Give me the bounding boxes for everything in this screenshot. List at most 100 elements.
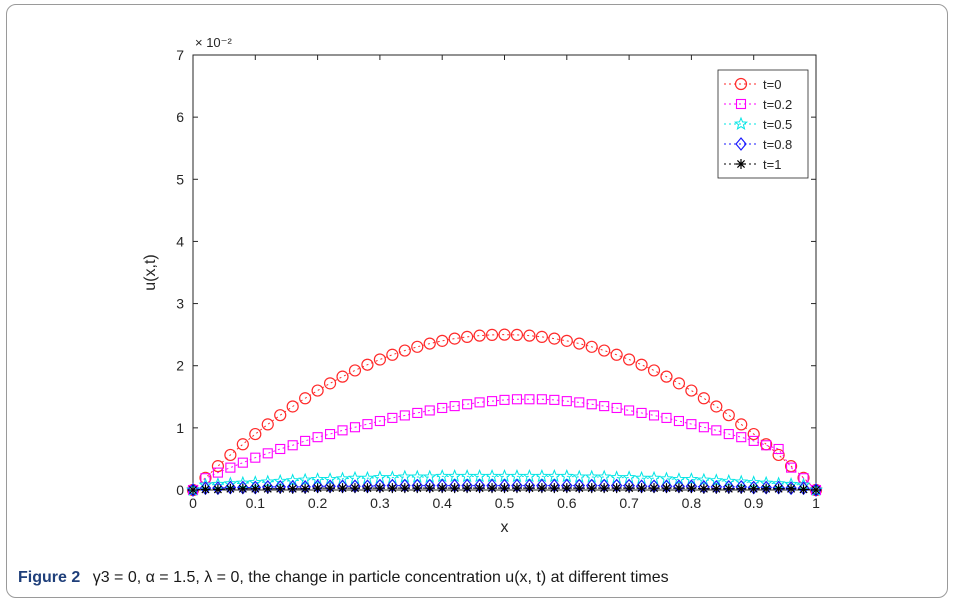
data-point xyxy=(636,483,647,494)
data-point xyxy=(249,427,262,441)
data-point xyxy=(337,483,348,494)
legend-label: t=0.2 xyxy=(763,97,792,112)
data-point xyxy=(474,397,485,408)
data-point xyxy=(349,483,360,494)
data-point xyxy=(673,415,684,427)
data-point xyxy=(325,429,336,440)
data-point xyxy=(199,471,212,484)
x-tick-label: 0.8 xyxy=(682,495,702,511)
data-point xyxy=(275,443,286,455)
data-point xyxy=(423,337,436,350)
data-point xyxy=(262,448,273,459)
data-point xyxy=(672,377,686,390)
legend-marker xyxy=(735,137,747,151)
data-point xyxy=(561,396,572,407)
data-point xyxy=(424,405,435,416)
x-axis-label: x xyxy=(501,519,509,536)
data-point xyxy=(485,328,499,341)
data-point xyxy=(461,330,474,343)
data-point xyxy=(200,484,211,495)
data-point xyxy=(660,370,673,383)
data-point xyxy=(211,460,225,473)
figure-caption: Figure 2 γ3 = 0, α = 1.5, λ = 0, the cha… xyxy=(18,569,669,587)
data-point xyxy=(462,483,473,494)
data-point xyxy=(610,348,623,361)
x-tick-label: 0.4 xyxy=(432,495,452,511)
data-point xyxy=(361,358,374,371)
data-point xyxy=(437,402,448,414)
data-point xyxy=(711,425,722,436)
legend-box xyxy=(717,69,809,179)
data-point xyxy=(337,425,348,436)
data-point xyxy=(574,483,585,494)
data-point xyxy=(586,399,597,410)
x-tick-label: 1 xyxy=(812,495,820,511)
figure-caption-text: γ3 = 0, α = 1.5, λ = 0, the change in pa… xyxy=(92,569,669,586)
data-point xyxy=(250,483,261,494)
data-point xyxy=(275,483,286,494)
y-tick-label: 3 xyxy=(176,296,184,312)
data-point xyxy=(300,435,311,446)
y-tick-label: 0 xyxy=(176,482,184,498)
data-point xyxy=(311,384,324,397)
legend-label: t=0.5 xyxy=(763,117,792,132)
data-point xyxy=(661,483,672,494)
data-point xyxy=(748,435,759,446)
data-point xyxy=(648,410,660,421)
data-point xyxy=(312,432,323,443)
y-tick-label: 4 xyxy=(176,233,184,249)
data-point xyxy=(647,364,661,377)
plot-area: 0 0.1 0.2 0.3 0.4 0.5 0.6 0.7 0.8 0.9 1 0 1 2 3 4 5 6 7 × 1… xyxy=(142,35,824,536)
data-point xyxy=(710,400,723,413)
x-tick-label: 0.7 xyxy=(619,495,639,511)
data-point xyxy=(649,483,660,494)
data-point xyxy=(287,440,298,451)
data-point xyxy=(310,472,325,486)
data-point xyxy=(387,483,398,494)
data-point xyxy=(561,483,572,494)
data-point xyxy=(698,422,709,433)
data-point xyxy=(772,448,785,462)
data-point xyxy=(786,483,797,494)
data-point xyxy=(747,427,760,441)
data-point xyxy=(287,483,298,494)
data-point xyxy=(424,483,435,494)
data-point xyxy=(498,328,511,341)
data-point xyxy=(698,483,709,494)
data-point xyxy=(398,344,411,357)
data-point xyxy=(473,329,486,342)
data-point xyxy=(262,483,273,494)
data-point xyxy=(524,394,535,405)
data-point xyxy=(347,470,362,485)
data-point xyxy=(187,483,199,497)
x-tick-label: 0 xyxy=(189,495,197,511)
data-point xyxy=(449,483,460,494)
series-t-0-2 xyxy=(187,394,822,496)
data-point xyxy=(448,332,461,345)
data-point xyxy=(574,397,585,408)
data-point xyxy=(300,483,311,494)
y-tick-label: 1 xyxy=(176,420,184,436)
data-point xyxy=(336,370,349,383)
data-point xyxy=(748,483,759,494)
data-point xyxy=(486,396,498,407)
data-point xyxy=(723,483,734,494)
legend-marker xyxy=(735,98,747,110)
chart: 0 0.1 0.2 0.3 0.4 0.5 0.6 0.7 0.8 0.9 1 0 1 2 3 4 5 6 7 × 1… xyxy=(142,35,824,536)
data-point xyxy=(811,485,821,495)
data-point xyxy=(374,415,385,427)
y-exponent-label: × 10⁻² xyxy=(195,35,233,50)
data-point xyxy=(387,412,398,423)
data-point xyxy=(647,470,662,485)
data-point xyxy=(411,340,424,353)
x-tick-label: 0.1 xyxy=(246,495,266,511)
data-point xyxy=(261,418,274,431)
data-point xyxy=(622,353,636,366)
data-point xyxy=(250,452,261,463)
data-point xyxy=(761,440,772,451)
data-point xyxy=(736,483,747,494)
data-point xyxy=(399,410,410,421)
data-point xyxy=(711,483,722,494)
data-point xyxy=(212,484,223,495)
data-point xyxy=(362,419,373,430)
